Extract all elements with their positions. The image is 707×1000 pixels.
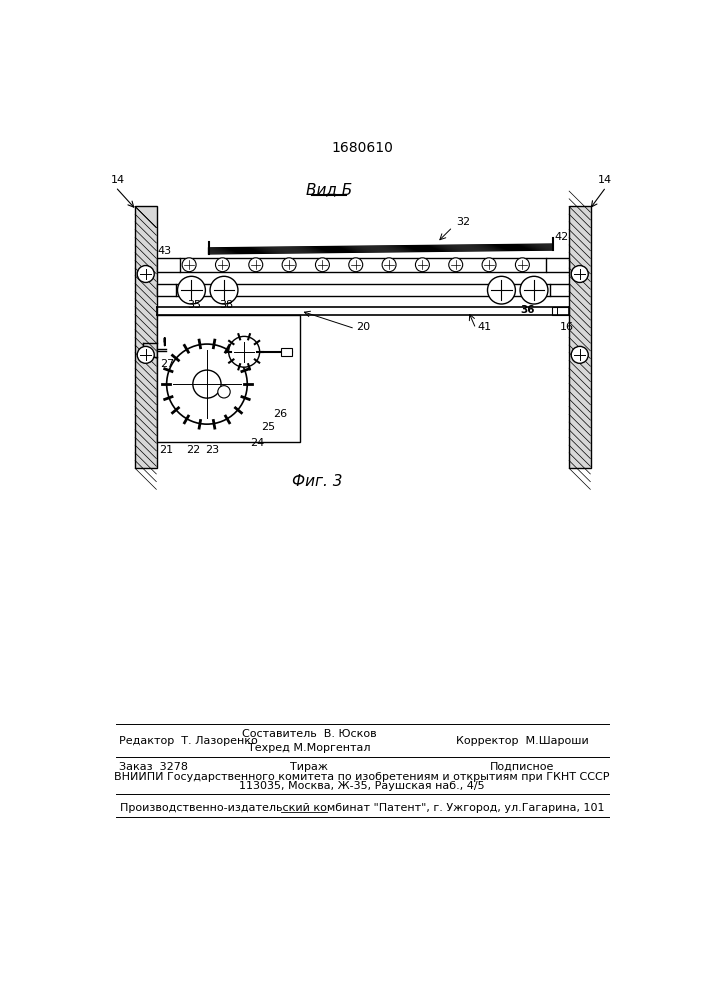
Text: Редактор  Т. Лазоренко: Редактор Т. Лазоренко — [119, 736, 258, 746]
Text: 113035, Москва, Ж-35, Раушская наб., 4/5: 113035, Москва, Ж-35, Раушская наб., 4/5 — [239, 781, 485, 791]
Text: Техред М.Моргентал: Техред М.Моргентал — [248, 743, 370, 753]
Circle shape — [210, 276, 238, 304]
Text: ВНИИПИ Государственного комитета по изобретениям и открытиям при ГКНТ СССР: ВНИИПИ Государственного комитета по изоб… — [115, 772, 609, 782]
Text: 42: 42 — [555, 232, 569, 242]
Text: Корректор  М.Шароши: Корректор М.Шароши — [456, 736, 589, 746]
Circle shape — [177, 276, 206, 304]
Text: 14: 14 — [597, 175, 612, 185]
Circle shape — [349, 258, 363, 272]
Circle shape — [193, 370, 221, 398]
Circle shape — [249, 258, 263, 272]
Text: 23: 23 — [206, 445, 220, 455]
Text: 38: 38 — [219, 300, 233, 310]
Text: Фиг. 3: Фиг. 3 — [292, 474, 342, 489]
Text: 1680610: 1680610 — [331, 141, 393, 155]
Circle shape — [137, 346, 154, 363]
Bar — [549, 284, 569, 296]
Bar — [135, 206, 156, 468]
Circle shape — [137, 266, 154, 282]
Text: 32: 32 — [457, 217, 471, 227]
Circle shape — [282, 258, 296, 272]
Text: Составитель  В. Юсков: Составитель В. Юсков — [242, 729, 377, 739]
Text: Вид Б: Вид Б — [305, 182, 352, 197]
Text: 35: 35 — [187, 300, 201, 310]
Text: Заказ  3278: Заказ 3278 — [119, 762, 188, 772]
Circle shape — [216, 258, 230, 272]
Text: Производственно-издательский комбинат "Патент", г. Ужгород, ул.Гагарина, 101: Производственно-издательский комбинат "П… — [119, 803, 604, 813]
Text: 27: 27 — [160, 359, 175, 369]
Text: 25: 25 — [261, 422, 275, 432]
Circle shape — [182, 258, 196, 272]
Circle shape — [571, 266, 588, 282]
Text: 43: 43 — [158, 246, 172, 256]
Text: 21: 21 — [159, 445, 173, 455]
Circle shape — [315, 258, 329, 272]
Circle shape — [416, 258, 429, 272]
Text: 24: 24 — [250, 438, 264, 448]
Text: 22: 22 — [186, 445, 200, 455]
Circle shape — [571, 346, 588, 363]
Text: 16: 16 — [559, 322, 573, 332]
Circle shape — [228, 336, 259, 367]
Circle shape — [520, 276, 548, 304]
Circle shape — [482, 258, 496, 272]
Text: 26: 26 — [274, 409, 288, 419]
Circle shape — [218, 386, 230, 398]
Text: 36: 36 — [520, 305, 534, 315]
Bar — [156, 258, 180, 272]
Circle shape — [449, 258, 462, 272]
Circle shape — [515, 258, 530, 272]
Text: Подписное: Подписное — [490, 762, 554, 772]
Text: 41: 41 — [477, 322, 491, 332]
Bar — [156, 315, 300, 442]
Text: 20: 20 — [356, 322, 370, 332]
Bar — [552, 307, 569, 315]
Bar — [546, 258, 569, 272]
Text: Тираж: Тираж — [291, 762, 328, 772]
Text: 14: 14 — [111, 175, 125, 185]
Circle shape — [382, 258, 396, 272]
Bar — [281, 348, 292, 356]
Bar — [156, 284, 176, 296]
Bar — [569, 206, 590, 468]
Circle shape — [167, 344, 247, 424]
Circle shape — [488, 276, 515, 304]
